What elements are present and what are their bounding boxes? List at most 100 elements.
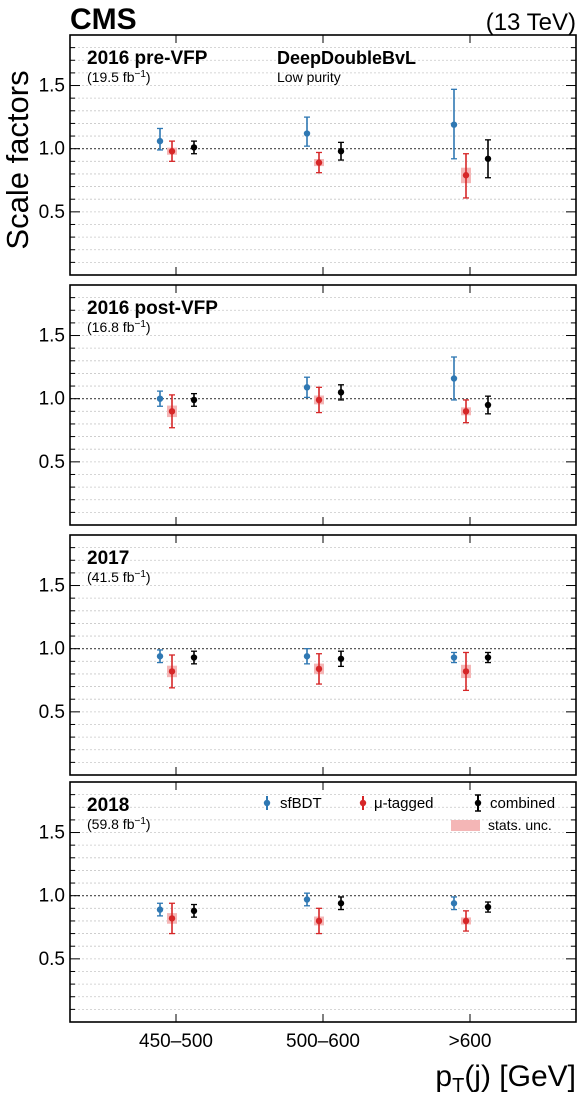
marker [168, 408, 176, 415]
y-tick-label: 1.5 [39, 76, 65, 97]
combined-point [337, 384, 345, 401]
marker [303, 653, 311, 660]
marker [462, 172, 470, 179]
panels-group: 0.5 1.0 1.5 2016 pre-VFP(19.5 fb−1) 0.5 1.0 1.… [39, 34, 577, 1023]
sfbdt-point [303, 892, 311, 907]
legend-item-stats: stats. unc. [451, 817, 552, 833]
combined-point [484, 139, 492, 179]
marker [156, 906, 164, 913]
marker [168, 915, 176, 922]
combined-point [190, 140, 198, 155]
purity-label: Low purity [277, 69, 341, 85]
panel-title: 2016 pre-VFP [87, 48, 208, 69]
sfbdt-point [156, 127, 164, 151]
marker [337, 389, 345, 396]
mutagged-point [314, 907, 324, 935]
mutagged-point [461, 399, 471, 424]
marker [315, 396, 323, 404]
y-tick-label: 1.5 [39, 823, 65, 844]
mutagged-point [461, 910, 471, 932]
marker [315, 159, 323, 166]
mutagged-point [167, 140, 177, 162]
marker [156, 137, 164, 145]
sfbdt-point [450, 88, 458, 160]
mutagged-point [167, 394, 177, 429]
x-tick-label: 500–600 [286, 1031, 360, 1052]
legend-item-sfbdt: sfBDT [263, 795, 322, 812]
marker [190, 396, 198, 404]
marker [484, 903, 492, 911]
marker [450, 900, 458, 907]
y-tick-label: 1.0 [39, 139, 65, 160]
marker [450, 654, 458, 661]
panel-title: 2016 post-VFP [87, 298, 218, 319]
x-category-labels: 450–500 500–600 >600 [139, 1031, 491, 1052]
legend-sfbdt-label: sfBDT [280, 795, 322, 812]
panel-lumi: (59.8 fb−1) [87, 816, 151, 832]
marker [190, 907, 198, 915]
mutagged-point [461, 651, 471, 692]
marker [337, 900, 345, 907]
x-tick-label: >600 [449, 1031, 492, 1052]
y-tick-label: 0.5 [39, 702, 65, 723]
combined-point [484, 651, 492, 664]
panel-4: 0.5 1.0 1.5 2018(59.8 fb−1) [39, 781, 577, 1023]
mutagged-point [314, 653, 324, 685]
y-tick-label: 0.5 [39, 202, 65, 223]
y-tick-label: 0.5 [39, 949, 65, 970]
panel-lumi: (19.5 fb−1) [87, 69, 151, 85]
y-tick-label: 1.0 [39, 886, 65, 907]
legend-sfbdt-marker [263, 799, 271, 807]
legend-mutagged-label: μ-tagged [374, 795, 434, 812]
panel-lumi: (16.8 fb−1) [87, 319, 151, 335]
sfbdt-point [450, 651, 458, 664]
legend-item-mutagged: μ-tagged [359, 795, 434, 812]
mutagged-point [167, 902, 177, 935]
combined-point [190, 903, 198, 918]
x-tick-label: 450–500 [139, 1031, 213, 1052]
panel-2: 0.5 1.0 1.5 2016 post-VFP(16.8 fb−1) [39, 284, 577, 526]
marker [168, 668, 176, 675]
sfbdt-point [156, 390, 164, 407]
marker [315, 665, 323, 673]
sfbdt-point [303, 376, 311, 399]
mutagged-point [314, 386, 324, 414]
marker [303, 130, 311, 137]
marker [190, 654, 198, 661]
combined-point [190, 650, 198, 665]
mutagged-point [167, 654, 177, 689]
marker [484, 654, 492, 661]
y-tick-label: 0.5 [39, 452, 65, 473]
marker [484, 401, 492, 409]
panel-title: 2017 [87, 548, 129, 569]
legend-combined-marker [474, 799, 482, 807]
sfbdt-point [303, 116, 311, 147]
y-tick-label: 1.0 [39, 639, 65, 660]
x-axis-label: pT(j) [GeV] [435, 1060, 576, 1096]
legend: sfBDT μ-tagged combined stats. unc. [263, 794, 555, 833]
sfbdt-point [450, 356, 458, 401]
marker [156, 395, 164, 402]
panel-lumi: (41.5 fb−1) [87, 569, 151, 585]
combined-point [337, 896, 345, 911]
marker [462, 917, 470, 925]
legend-combined-label: combined [490, 795, 555, 812]
mutagged-point [461, 153, 471, 199]
legend-mutagged-marker [359, 799, 367, 807]
marker [315, 917, 323, 925]
sfbdt-point [156, 649, 164, 664]
legend-stats-swatch [451, 820, 480, 831]
marker [450, 375, 458, 382]
marker [462, 668, 470, 675]
combined-point [190, 392, 198, 407]
marker [337, 655, 345, 662]
experiment-label: CMS [70, 3, 137, 36]
sfbdt-point [303, 648, 311, 665]
marker [190, 144, 198, 151]
sfbdt-point [450, 896, 458, 911]
marker [462, 408, 470, 415]
combined-point [337, 650, 345, 668]
marker [303, 896, 311, 903]
y-tick-label: 1.5 [39, 576, 65, 597]
